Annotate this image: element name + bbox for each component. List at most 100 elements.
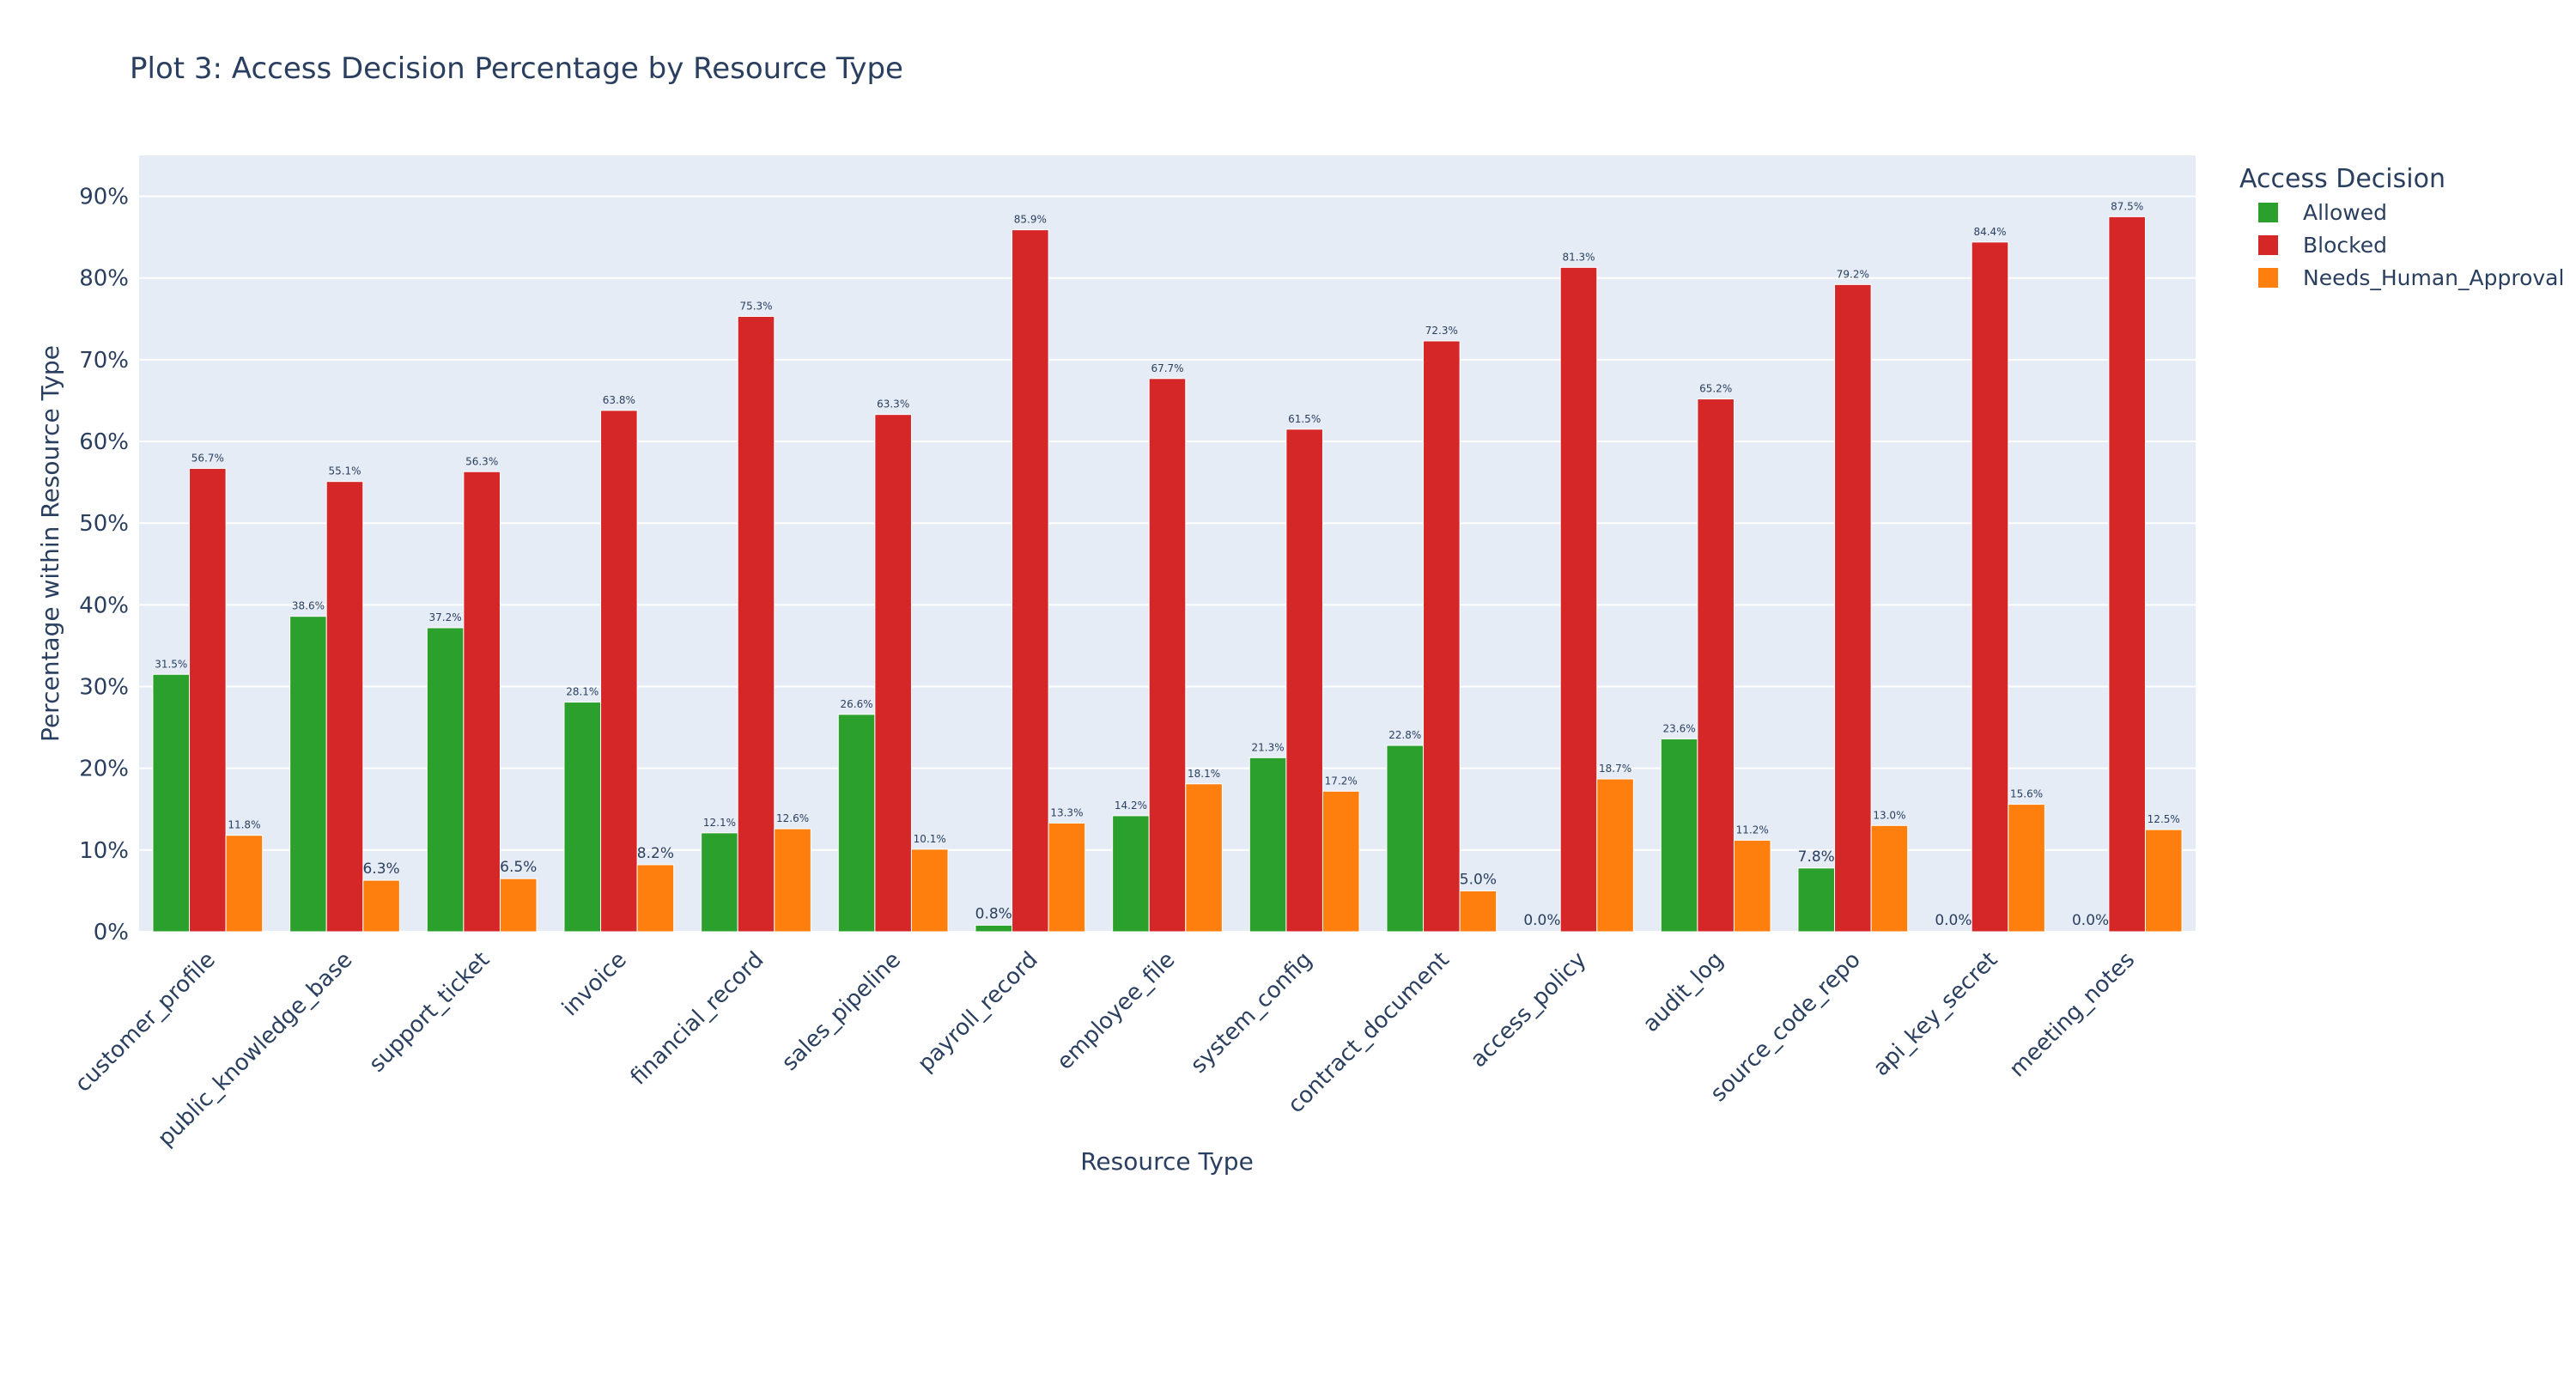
y-tick-label: 90%	[79, 185, 129, 210]
data-label: 84.4%	[1973, 226, 2006, 238]
bar-blocked-invoice	[600, 410, 638, 933]
data-label: 14.2%	[1115, 799, 1147, 812]
bar-blocked-access-policy	[1559, 266, 1598, 933]
bar-blocked-customer-profile	[189, 467, 227, 933]
bar-needs-human-approval-source-code-repo	[1870, 824, 1909, 933]
bar-blocked-audit-log	[1697, 398, 1735, 933]
x-tick-label: invoice	[557, 947, 632, 1022]
bar-allowed-customer-profile	[152, 673, 191, 933]
data-label: 65.2%	[1699, 383, 1732, 395]
y-axis-ticks: 0% 10% 20% 30% 40% 50% 60% 70% 80% 90%	[79, 185, 129, 945]
legend-swatch	[2258, 268, 2278, 288]
data-label: 0.8%	[975, 905, 1012, 922]
data-label: 85.9%	[1014, 214, 1047, 226]
x-tick-label: employee_file	[1052, 947, 1180, 1075]
x-tick-label: customer_profile	[70, 947, 221, 1097]
bar-allowed-system-config	[1249, 757, 1287, 933]
bar-blocked-payroll-record	[1012, 229, 1049, 933]
data-label: 23.6%	[1663, 722, 1696, 734]
bar-allowed-sales-pipeline	[837, 714, 876, 933]
bar-needs-human-approval-invoice	[636, 864, 675, 933]
bar-allowed-payroll-record	[975, 924, 1013, 933]
y-tick-label: 30%	[79, 675, 129, 701]
data-label: 67.7%	[1151, 362, 1183, 374]
bar-blocked-contract-document	[1423, 340, 1461, 933]
bar-needs-human-approval-meeting-notes	[2144, 829, 2183, 933]
data-label: 18.1%	[1188, 768, 1220, 780]
data-label: 0.0%	[1523, 912, 1560, 929]
data-label: 5.0%	[1460, 871, 1497, 888]
data-label: 79.2%	[1837, 268, 1869, 280]
bar-blocked-source-code-repo	[1834, 283, 1872, 933]
chart-title: Plot 3: Access Decision Percentage by Re…	[130, 52, 903, 86]
x-axis-title: Resource Type	[1080, 1147, 1254, 1176]
data-label: 26.6%	[841, 698, 873, 710]
data-label: 17.2%	[1325, 775, 1358, 787]
data-label: 11.8%	[228, 819, 260, 831]
data-label: 55.1%	[328, 465, 361, 477]
bar-needs-human-approval-public-knowledge-base	[362, 879, 400, 933]
data-label: 0.0%	[1935, 912, 1971, 929]
data-label: 12.5%	[2148, 813, 2180, 825]
bar-blocked-system-config	[1285, 429, 1323, 933]
y-tick-label: 60%	[79, 429, 129, 455]
data-label: 8.2%	[637, 845, 674, 862]
bar-needs-human-approval-employee-file	[1185, 783, 1223, 933]
bar-blocked-financial-record	[737, 315, 775, 933]
y-tick-label: 50%	[79, 511, 129, 537]
bar-needs-human-approval-financial-record	[774, 828, 811, 933]
x-tick-label: access_policy	[1466, 947, 1591, 1073]
x-tick-label: system_config	[1186, 947, 1317, 1079]
bar-needs-human-approval-customer-profile	[225, 835, 264, 933]
legend-title: Access Decision	[2239, 164, 2445, 194]
data-label: 75.3%	[739, 300, 772, 312]
data-label: 37.2%	[429, 611, 462, 623]
data-label: 18.7%	[1599, 763, 1631, 775]
data-label: 15.6%	[2010, 788, 2043, 800]
data-label: 61.5%	[1288, 413, 1321, 425]
bar-needs-human-approval-sales-pipeline	[910, 848, 949, 933]
data-label: 22.8%	[1388, 729, 1421, 741]
bar-needs-human-approval-api-key-secret	[2008, 804, 2045, 933]
bar-allowed-employee-file	[1112, 815, 1150, 933]
data-label: 12.6%	[776, 812, 809, 824]
bar-allowed-source-code-repo	[1797, 867, 1836, 933]
data-label: 6.5%	[500, 859, 537, 876]
bar-needs-human-approval-support-ticket	[499, 878, 538, 933]
y-tick-label: 70%	[79, 348, 129, 374]
bar-allowed-audit-log	[1660, 738, 1698, 933]
y-tick-label: 40%	[79, 593, 129, 618]
bar-allowed-contract-document	[1386, 745, 1425, 933]
y-tick-label: 20%	[79, 757, 129, 782]
bar-needs-human-approval-contract-document	[1459, 890, 1498, 933]
bars	[152, 216, 2183, 933]
bar-blocked-support-ticket	[463, 471, 501, 933]
y-tick-label: 80%	[79, 266, 129, 292]
x-tick-label: sales_pipeline	[777, 947, 906, 1076]
legend-swatch	[2258, 203, 2278, 222]
legend-swatch	[2258, 235, 2278, 255]
data-label: 13.0%	[1873, 809, 1905, 821]
x-tick-label: meeting_notes	[2005, 947, 2141, 1083]
bar-needs-human-approval-access-policy	[1596, 778, 1634, 933]
bar-needs-human-approval-system-config	[1321, 790, 1360, 933]
bar-blocked-sales-pipeline	[874, 414, 912, 933]
data-label: 63.8%	[603, 394, 635, 406]
bar-allowed-invoice	[563, 702, 602, 933]
x-tick-label: audit_log	[1638, 947, 1728, 1037]
data-label: 12.1%	[703, 817, 736, 829]
y-axis-title: Percentage within Resource Type	[36, 345, 64, 742]
data-label: 63.3%	[877, 398, 909, 410]
legend: Access Decision Allowed Blocked Needs_Huma…	[2239, 164, 2564, 290]
data-label: 38.6%	[292, 600, 325, 612]
data-labels: 31.5% 56.7% 11.8% 38.6% 55.1% 6.3% 37.2% 56.3% 6…	[155, 200, 2180, 929]
x-tick-label: api_key_secret	[1868, 947, 2003, 1082]
data-label: 56.7%	[191, 452, 224, 464]
data-label: 11.2%	[1736, 824, 1769, 836]
bar-allowed-public-knowledge-base	[289, 616, 327, 933]
data-label: 10.1%	[914, 833, 946, 845]
data-label: 28.1%	[566, 686, 598, 698]
bar-allowed-support-ticket	[426, 627, 465, 933]
y-tick-label: 10%	[79, 838, 129, 864]
